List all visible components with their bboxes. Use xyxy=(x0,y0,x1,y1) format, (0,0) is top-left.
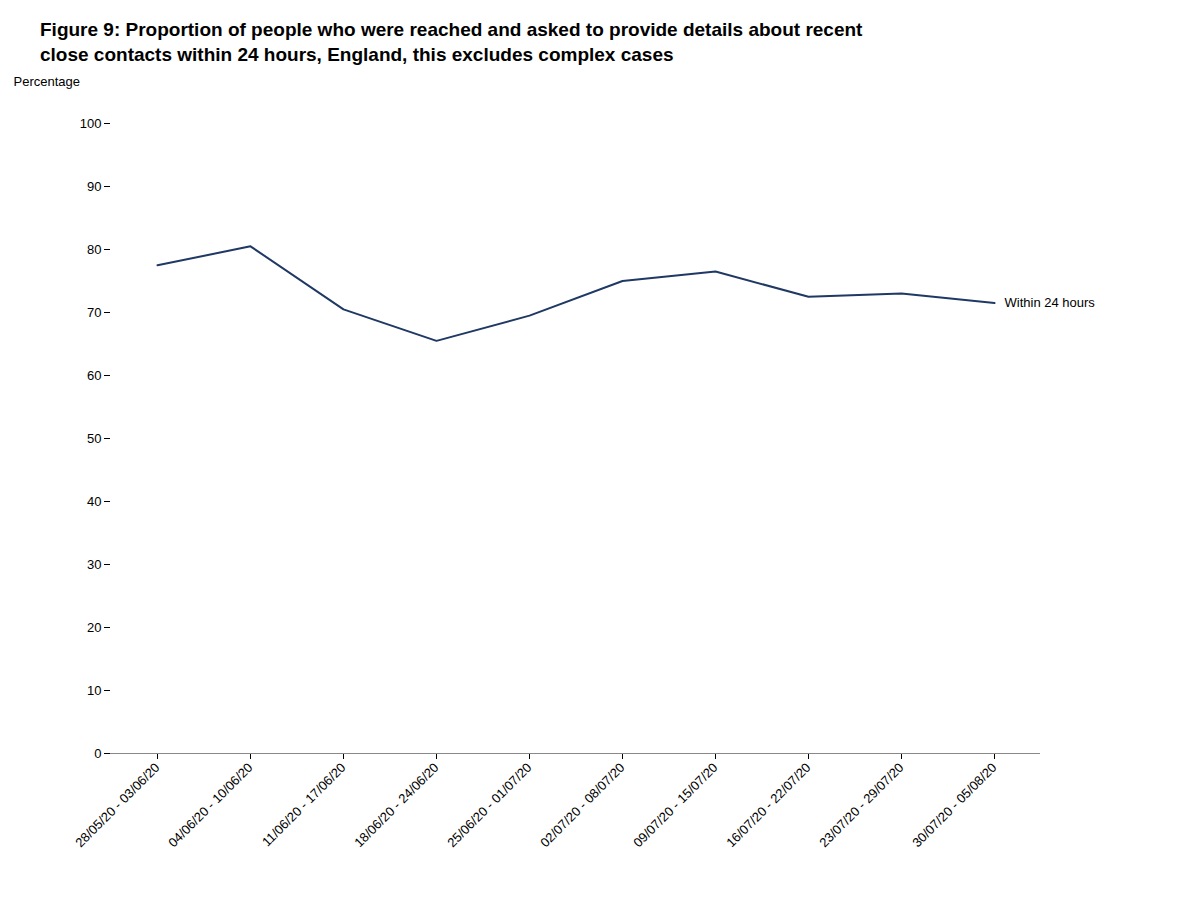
svg-text:09/07/20 - 15/07/20: 09/07/20 - 15/07/20 xyxy=(630,760,720,850)
svg-text:30/07/20 - 05/08/20: 30/07/20 - 05/08/20 xyxy=(909,760,999,850)
svg-text:30: 30 xyxy=(87,557,101,572)
svg-text:28/05/20 - 03/06/20: 28/05/20 - 03/06/20 xyxy=(72,760,162,850)
svg-text:70: 70 xyxy=(87,305,101,320)
svg-text:Within 24 hours: Within 24 hours xyxy=(1005,296,1096,311)
svg-text:04/06/20 - 10/06/20: 04/06/20 - 10/06/20 xyxy=(165,760,255,850)
svg-text:11/06/20 - 17/06/20: 11/06/20 - 17/06/20 xyxy=(259,760,349,850)
svg-text:25/06/20 - 01/07/20: 25/06/20 - 01/07/20 xyxy=(444,760,534,850)
svg-text:0: 0 xyxy=(94,746,101,761)
svg-text:80: 80 xyxy=(87,242,101,257)
svg-text:40: 40 xyxy=(87,494,101,509)
svg-text:18/06/20 - 24/06/20: 18/06/20 - 24/06/20 xyxy=(351,760,441,850)
svg-text:60: 60 xyxy=(87,368,101,383)
svg-text:10: 10 xyxy=(87,683,101,698)
svg-text:Percentage: Percentage xyxy=(14,74,81,89)
html-text:Figure 9: Proportion of people: Figure 9: Proportion of people who were … xyxy=(40,19,863,40)
svg-text:50: 50 xyxy=(87,431,101,446)
svg-text:90: 90 xyxy=(87,179,101,194)
svg-text:20: 20 xyxy=(87,620,101,635)
html-text:close contacts within 24 hours: close contacts within 24 hours, England,… xyxy=(40,43,674,65)
svg-text:02/07/20 - 08/07/20: 02/07/20 - 08/07/20 xyxy=(537,760,627,850)
svg-text:100: 100 xyxy=(80,116,102,131)
svg-text:23/07/20 - 29/07/20: 23/07/20 - 29/07/20 xyxy=(816,760,906,850)
svg-text:16/07/20 - 22/07/20: 16/07/20 - 22/07/20 xyxy=(723,760,813,850)
